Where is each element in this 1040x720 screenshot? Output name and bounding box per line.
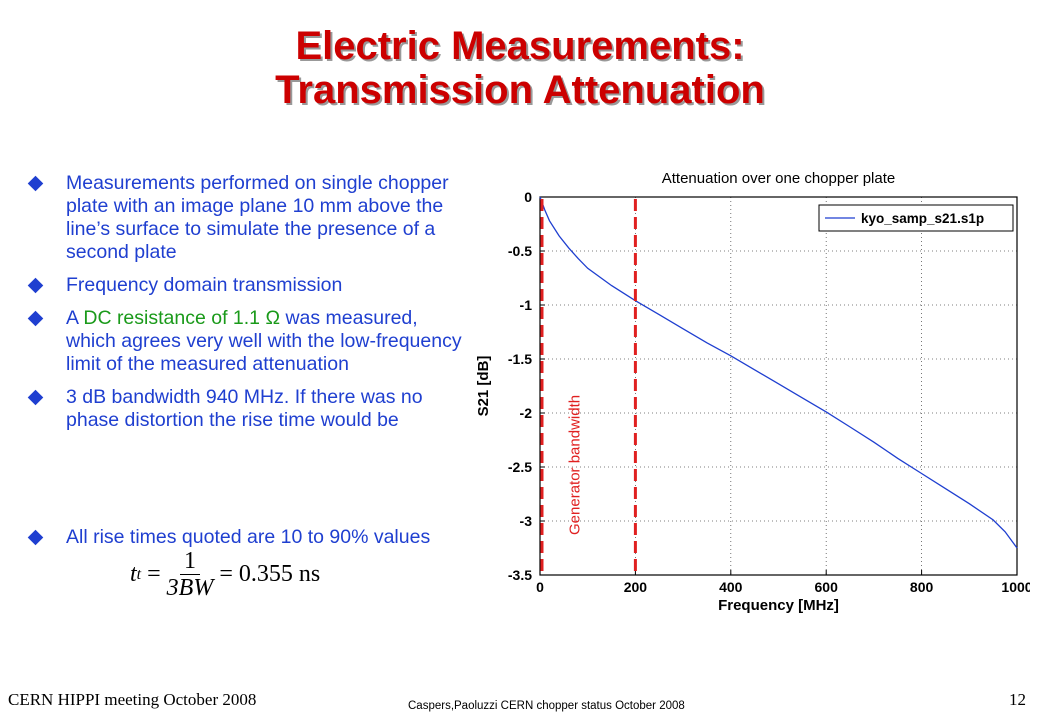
formula-lhs: t — [130, 561, 137, 587]
formula-lhs-subscript: t — [136, 565, 142, 583]
x-tick-label: 600 — [815, 579, 839, 595]
slide-title: Electric Measurements: Transmission Atte… — [0, 24, 1040, 112]
y-tick-label: -0.5 — [508, 243, 532, 259]
bullet-text: 3 dB bandwidth 940 MHz. If there was no … — [66, 386, 423, 431]
formula-denominator: 3BW — [166, 575, 214, 601]
title-line-2: Transmission Attenuation — [275, 68, 765, 112]
formula-rhs: = 0.355 ns — [219, 561, 321, 587]
diamond-bullet-icon — [27, 529, 44, 546]
x-tick-label: 1000 — [1001, 579, 1030, 595]
title-line-1: Electric Measurements: — [295, 24, 745, 68]
diamond-bullet-icon — [27, 310, 44, 327]
x-tick-label: 400 — [719, 579, 743, 595]
y-tick-label: -1 — [520, 297, 533, 313]
y-tick-label: -2 — [520, 405, 533, 421]
diamond-bullet-icon — [27, 277, 44, 294]
y-tick-label: -3 — [520, 513, 533, 529]
bullet-item: 3 dB bandwidth 940 MHz. If there was no … — [27, 386, 470, 432]
y-tick-label: -2.5 — [508, 459, 532, 475]
x-tick-label: 200 — [624, 579, 648, 595]
generator-bandwidth-annotation: Generator bandwidth — [567, 395, 584, 535]
diamond-bullet-icon — [27, 389, 44, 406]
plot-frame — [539, 196, 1018, 576]
bullet-list: Measurements performed on single chopper… — [27, 172, 470, 559]
bullet-text-post: was measured, which agrees very well wit… — [66, 307, 462, 375]
dc-resistance-highlight: DC resistance of 1.1 Ω — [83, 307, 281, 329]
bullet-text: All rise times quoted are 10 to 90% valu… — [66, 526, 431, 548]
x-tick-label: 800 — [910, 579, 934, 595]
footer-authors: Caspers,Paoluzzi CERN chopper status Oct… — [408, 700, 685, 712]
formula-numerator: 1 — [180, 548, 200, 575]
x-axis-label: Frequency [MHz] — [718, 597, 839, 614]
legend-label: kyo_samp_s21.s1p — [861, 211, 984, 226]
bullet-text-pre: A — [66, 307, 84, 329]
plot-area — [540, 197, 1017, 575]
bullet-item: Frequency domain transmission — [27, 274, 470, 297]
footer-meeting: CERN HIPPI meeting October 2008 — [8, 690, 257, 709]
series-line-0 — [539, 196, 1018, 549]
x-tick-label: 0 — [536, 579, 544, 595]
y-tick-label: -3.5 — [508, 567, 532, 583]
bullet-text: Measurements performed on single chopper… — [66, 172, 449, 263]
bullet-text: Frequency domain transmission — [66, 274, 343, 296]
y-tick-label: -1.5 — [508, 351, 532, 367]
chart-title: Attenuation over one chopper plate — [662, 170, 896, 187]
attenuation-chart: Attenuation over one chopper plate 0 200 40… — [475, 170, 1030, 614]
bullet-item: All rise times quoted are 10 to 90% valu… — [27, 526, 470, 549]
formula-equals: = — [147, 561, 161, 587]
y-tick-label: 0 — [524, 189, 532, 205]
diamond-bullet-icon — [27, 175, 44, 192]
y-axis-label: S21 [dB] — [475, 356, 492, 417]
bullet-item: Measurements performed on single chopper… — [27, 172, 470, 264]
page-number: 12 — [1009, 690, 1026, 709]
formula-fraction: 1 3BW — [167, 548, 214, 601]
bullet-item: A DC resistance of 1.1 Ω was measured, w… — [27, 307, 470, 376]
